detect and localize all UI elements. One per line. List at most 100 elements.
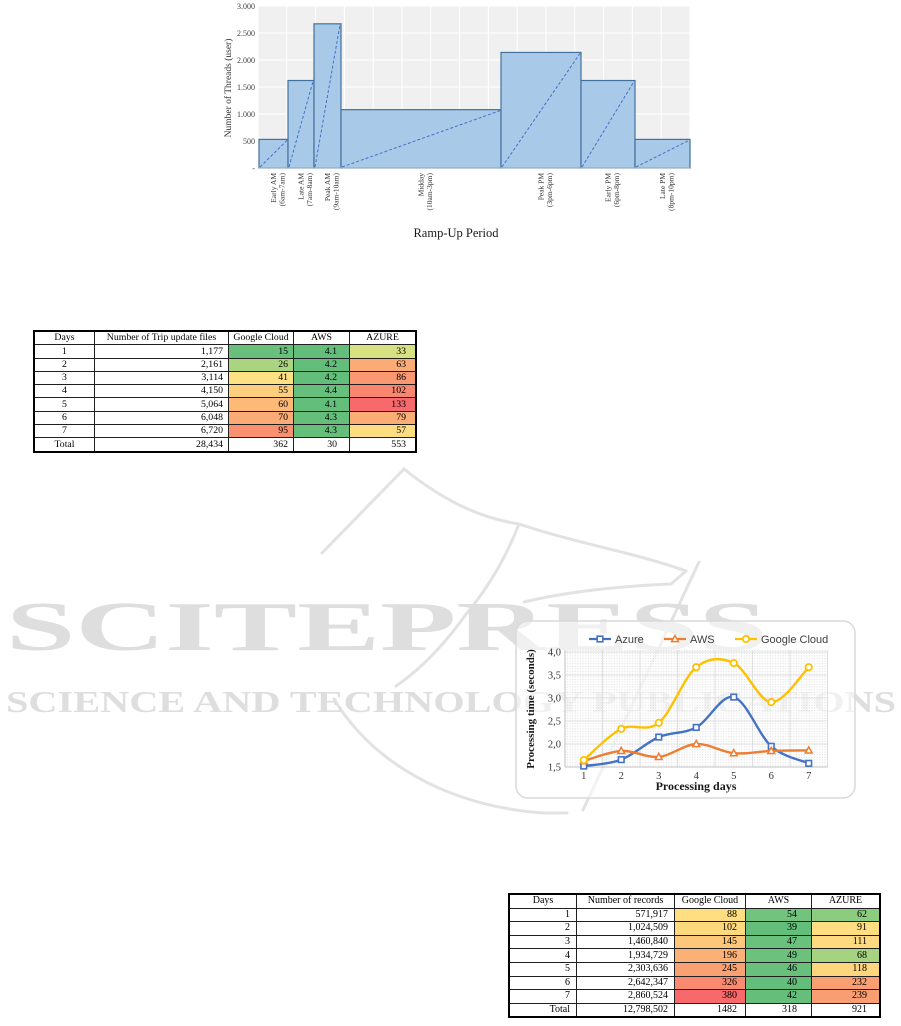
table-row: 3 1,460,840 145 47 111 bbox=[508, 934, 881, 950]
y-tick-label: 1.000 bbox=[237, 110, 255, 119]
y-tick-label: 3.000 bbox=[237, 2, 255, 11]
table-cell: 4.3 bbox=[293, 424, 350, 439]
x-category-label: Peak AM(9am-10am) bbox=[323, 173, 341, 211]
table-cell: 49 bbox=[745, 948, 812, 963]
table-row: 1 1,177 15 4.1 33 bbox=[33, 344, 417, 359]
table-cell: 571,917 bbox=[576, 907, 675, 923]
table-cell: 3 bbox=[33, 370, 95, 386]
marker-circle bbox=[692, 663, 701, 672]
table-cell: 39 bbox=[745, 921, 812, 936]
marker-circle bbox=[617, 724, 626, 733]
table-cell: 91 bbox=[811, 921, 881, 936]
table-cell: 42 bbox=[745, 989, 812, 1004]
table-row: 1 571,917 88 54 62 bbox=[508, 907, 881, 923]
x-tick-label: 7 bbox=[806, 771, 811, 782]
table-cell: 88 bbox=[674, 907, 746, 923]
legend-item-aws: AWS bbox=[664, 633, 715, 646]
table-cell: 33 bbox=[349, 344, 417, 359]
table-cell: 2 bbox=[508, 921, 577, 936]
table-cell: 1,460,840 bbox=[576, 934, 675, 950]
table-row: 6 6,048 70 4.3 79 bbox=[33, 410, 417, 426]
table-cell: 102 bbox=[674, 921, 746, 936]
ramp-up-bar-chart: 3.000 2.500 2.000 1.500 1.000 500 - Number of T… bbox=[223, 2, 691, 240]
marker-circle bbox=[741, 634, 751, 644]
table-cell: 921 bbox=[811, 1002, 881, 1018]
bar-midday bbox=[340, 109, 502, 169]
marker-circle bbox=[729, 658, 738, 668]
table-cell: 1 bbox=[508, 907, 577, 923]
table-cell: 41 bbox=[228, 370, 294, 386]
table-cell: 380 bbox=[674, 989, 746, 1004]
x-tick-label: 5 bbox=[731, 771, 736, 782]
table-cell: 2,860,524 bbox=[576, 989, 675, 1004]
table-row: 6 2,642,347 326 40 232 bbox=[508, 975, 881, 991]
table-cell: 6,048 bbox=[94, 410, 229, 426]
table-cell: 7 bbox=[33, 424, 95, 439]
table-cell: 326 bbox=[674, 975, 746, 991]
total-row: Total 28,434 362 30 553 bbox=[33, 437, 417, 453]
data-table: Days Number of Trip update files Google Cl… bbox=[33, 330, 417, 453]
y-tick-label: 1.500 bbox=[237, 83, 255, 92]
table-cell: 7 bbox=[508, 989, 577, 1004]
legend-item-azure: Azure bbox=[589, 634, 644, 646]
column-header: AZURE bbox=[349, 330, 417, 346]
x-category-label: Early AM(6am-7am) bbox=[269, 173, 287, 207]
table-cell: 4 bbox=[33, 384, 95, 399]
x-tick-label: 2 bbox=[619, 771, 624, 782]
table-cell: 5 bbox=[508, 961, 577, 977]
table-cell: 57 bbox=[349, 424, 417, 439]
table-cell: 54 bbox=[745, 907, 812, 923]
column-header: AWS bbox=[293, 330, 350, 346]
x-category-label: Peak PM(3pm-6pm) bbox=[537, 173, 555, 208]
table-cell: 12,798,502 bbox=[576, 1002, 675, 1018]
y-tick-label: 4,0 bbox=[548, 648, 561, 659]
legend-label: Google Cloud bbox=[761, 634, 828, 646]
table-cell: 68 bbox=[811, 948, 881, 963]
ramp-up-line bbox=[314, 24, 341, 168]
table-cell: 86 bbox=[349, 370, 417, 386]
marker-square bbox=[617, 756, 625, 764]
table-cell: 2 bbox=[33, 357, 95, 372]
x-category-label: Late AM(7am-8am) bbox=[297, 173, 315, 207]
y-tick-label: 2,5 bbox=[548, 717, 561, 728]
table-cell: 1,934,729 bbox=[576, 948, 675, 963]
table-cell: 2,161 bbox=[94, 357, 229, 372]
table-cell: 239 bbox=[811, 989, 881, 1004]
x-tick-label: 4 bbox=[694, 771, 700, 782]
table-cell: 1,024,509 bbox=[576, 921, 675, 936]
series-google-cloud bbox=[579, 657, 813, 765]
table-cell: Total bbox=[508, 1002, 577, 1018]
table-row: 5 2,303,636 245 46 118 bbox=[508, 961, 881, 977]
x-tick-label: 3 bbox=[656, 771, 661, 782]
table-row: 4 4,150 55 4.4 102 bbox=[33, 384, 417, 399]
x-category-label: Early PM(6pm-8pm) bbox=[604, 173, 622, 208]
table-row: 2 1,024,509 102 39 91 bbox=[508, 921, 881, 936]
marker-circle bbox=[579, 755, 588, 765]
y-tick-label: - bbox=[252, 164, 255, 173]
y-tick-label: 3,5 bbox=[548, 671, 561, 682]
table-cell: 2,303,636 bbox=[576, 961, 675, 977]
table-cell: 3,114 bbox=[94, 370, 229, 386]
bar-late-am bbox=[287, 79, 315, 169]
marker-square bbox=[596, 635, 604, 643]
table-cell: 3 bbox=[508, 934, 577, 950]
x-tick-label: 1 bbox=[581, 771, 586, 782]
table-cell: 553 bbox=[349, 437, 417, 453]
table-row: 5 5,064 60 4.1 133 bbox=[33, 397, 417, 412]
x-tick-label: 6 bbox=[769, 771, 774, 782]
table-cell: 40 bbox=[745, 975, 812, 991]
table-cell: 4.1 bbox=[293, 344, 350, 359]
column-header: Google Cloud bbox=[674, 893, 746, 909]
table-row: 7 6,720 95 4.3 57 bbox=[33, 424, 417, 439]
table-row: 7 2,860,524 380 42 239 bbox=[508, 989, 881, 1004]
table-cell: 1 bbox=[33, 344, 95, 359]
marker-square bbox=[805, 759, 813, 767]
table-cell: 1,177 bbox=[94, 344, 229, 359]
table-cell: 55 bbox=[228, 384, 294, 399]
y-tick-label: 2.000 bbox=[237, 56, 255, 65]
table-cell: 6,720 bbox=[94, 424, 229, 439]
data-table: Days Number of records Google Cloud AWS AZUR… bbox=[508, 893, 881, 1019]
column-header: Number of Trip update files bbox=[94, 330, 229, 346]
table-cell: Total bbox=[33, 437, 95, 453]
y-tick-label: 500 bbox=[243, 137, 255, 146]
